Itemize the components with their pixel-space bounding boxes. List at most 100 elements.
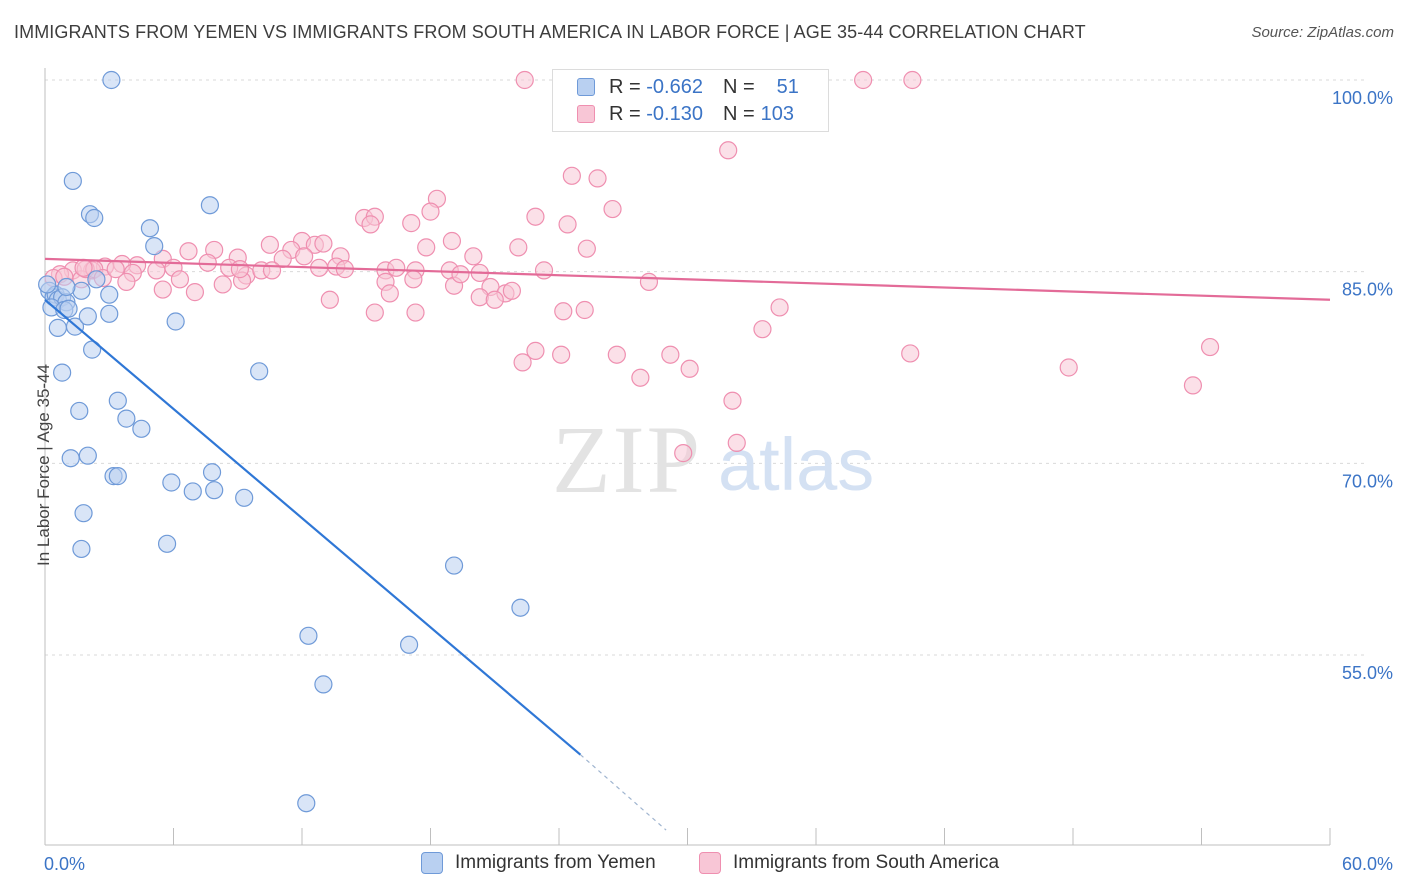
- r-label: R =: [609, 102, 641, 125]
- point-yemen: [87, 270, 106, 289]
- point-yemen: [48, 318, 67, 337]
- stats-legend: R = -0.662 N = 51 R = -0.130 N = 103: [552, 69, 829, 132]
- point-south-america: [631, 368, 650, 387]
- y-tick-label: 70.0%: [1342, 471, 1393, 491]
- point-south-america: [1200, 337, 1220, 357]
- point-south-america: [320, 290, 339, 309]
- point-south-america: [464, 247, 483, 266]
- point-yemen: [511, 598, 530, 617]
- point-yemen: [102, 70, 121, 90]
- point-south-america: [230, 260, 249, 279]
- point-south-america: [526, 341, 545, 360]
- point-south-america: [603, 199, 622, 219]
- point-south-america: [406, 303, 425, 322]
- point-south-america: [554, 302, 573, 321]
- point-south-america: [380, 284, 399, 303]
- y-tick-label: 55.0%: [1342, 663, 1393, 683]
- legend-item-south-america[interactable]: Immigrants from South America: [699, 852, 999, 874]
- point-yemen: [399, 635, 419, 654]
- point-yemen: [205, 481, 224, 500]
- point-yemen: [72, 281, 91, 300]
- stats-row-south-america: R = -0.130 N = 103: [577, 102, 794, 126]
- point-yemen: [38, 275, 57, 294]
- point-south-america: [451, 265, 470, 284]
- n-label: N =: [722, 102, 755, 125]
- point-yemen: [53, 363, 72, 382]
- point-south-america: [295, 247, 314, 266]
- point-yemen: [132, 419, 151, 438]
- point-yemen: [108, 391, 127, 410]
- n-value-yemen: 51: [776, 75, 799, 98]
- source-label: Source: ZipAtlas.com: [1251, 24, 1394, 41]
- point-yemen: [63, 171, 82, 191]
- watermark-zip: ZIP: [552, 406, 702, 513]
- point-south-america: [674, 444, 693, 463]
- point-south-america: [442, 231, 462, 251]
- point-south-america: [421, 202, 440, 221]
- x-tick-label-max: 60.0%: [1342, 854, 1393, 874]
- legend-label-yemen: Immigrants from Yemen: [455, 852, 656, 873]
- point-yemen: [297, 794, 316, 813]
- point-south-america: [639, 272, 659, 291]
- y-tick-label: 100.0%: [1332, 88, 1393, 108]
- n-label: N =: [722, 75, 755, 98]
- point-yemen: [100, 285, 119, 304]
- point-yemen: [200, 196, 220, 215]
- r-value-south-america: -0.130: [646, 102, 703, 125]
- point-south-america: [558, 215, 577, 234]
- point-yemen: [145, 237, 164, 256]
- point-south-america: [509, 238, 528, 257]
- point-yemen: [61, 449, 80, 468]
- point-yemen: [166, 312, 185, 331]
- point-south-america: [387, 258, 406, 277]
- x-tick-label-min: 0.0%: [44, 854, 85, 874]
- point-south-america: [723, 391, 742, 410]
- point-yemen: [140, 219, 160, 238]
- point-south-america: [1059, 358, 1078, 377]
- point-south-america: [854, 70, 873, 90]
- bottom-legend: Immigrants from Yemen Immigrants from So…: [0, 852, 1406, 878]
- point-south-america: [575, 300, 594, 320]
- point-south-america: [402, 214, 421, 233]
- legend-swatch-south-america: [699, 852, 721, 874]
- point-south-america: [552, 345, 571, 364]
- point-south-america: [153, 280, 172, 299]
- point-south-america: [577, 239, 596, 258]
- point-south-america: [903, 70, 922, 90]
- grid-lines: [45, 79, 1365, 656]
- legend-swatch-yemen: [421, 852, 443, 874]
- point-south-america: [719, 141, 738, 160]
- point-yemen: [72, 539, 91, 559]
- legend-swatch-south-america: [577, 105, 595, 123]
- point-yemen: [235, 488, 254, 507]
- tick-labels: 55.0% 70.0% 85.0% 100.0% 0.0% 60.0%: [44, 88, 1393, 874]
- point-south-america: [661, 345, 680, 364]
- point-south-america: [513, 353, 532, 372]
- point-south-america: [365, 303, 384, 322]
- r-value-yemen: -0.662: [646, 75, 703, 98]
- chart-title: IMMIGRANTS FROM YEMEN VS IMMIGRANTS FROM…: [14, 22, 1086, 42]
- point-yemen: [70, 401, 89, 421]
- point-yemen: [78, 446, 97, 465]
- series-yemen: [38, 70, 530, 813]
- point-south-america: [770, 298, 789, 317]
- point-south-america: [213, 275, 232, 294]
- point-south-america: [117, 272, 136, 291]
- point-south-america: [588, 169, 607, 188]
- legend-item-yemen[interactable]: Immigrants from Yemen: [421, 852, 656, 874]
- point-yemen: [59, 299, 78, 318]
- point-yemen: [74, 504, 93, 523]
- y-axis-label: In Labor Force | Age 35-44: [34, 364, 53, 566]
- point-south-america: [901, 344, 920, 363]
- point-south-america: [404, 270, 423, 289]
- trend-line-yemen: [44, 298, 582, 756]
- point-south-america: [753, 320, 772, 339]
- point-south-america: [607, 345, 626, 364]
- point-south-america: [361, 215, 380, 234]
- point-south-america: [1183, 376, 1203, 395]
- point-south-america: [260, 235, 279, 254]
- point-yemen: [157, 534, 177, 553]
- point-yemen: [57, 277, 76, 297]
- point-yemen: [444, 556, 464, 575]
- point-south-america: [680, 359, 699, 378]
